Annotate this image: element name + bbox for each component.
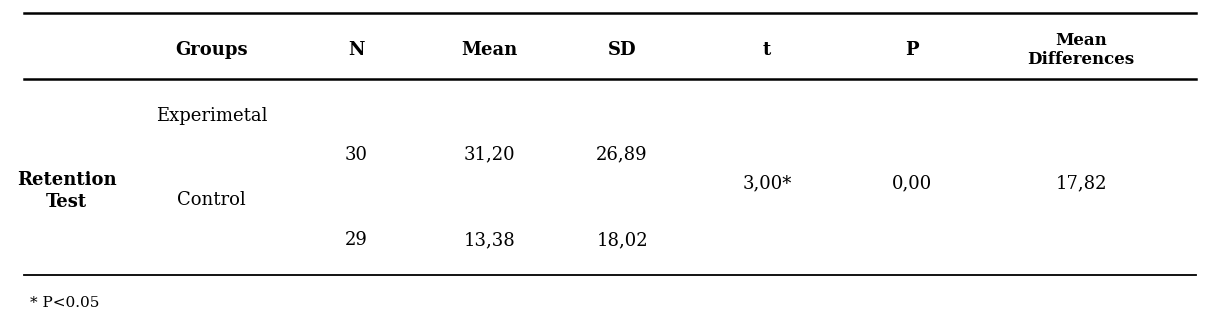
Text: 13,38: 13,38 xyxy=(464,231,515,249)
Text: Mean
Differences: Mean Differences xyxy=(1028,32,1134,68)
Text: * P<0.05: * P<0.05 xyxy=(30,296,99,310)
Text: 0,00: 0,00 xyxy=(892,175,933,193)
Text: 31,20: 31,20 xyxy=(464,146,515,164)
Text: 29: 29 xyxy=(345,231,367,249)
Text: 18,02: 18,02 xyxy=(597,231,647,249)
Text: 3,00*: 3,00* xyxy=(743,175,791,193)
Text: 17,82: 17,82 xyxy=(1056,175,1107,193)
Text: 30: 30 xyxy=(344,146,368,164)
Text: Control: Control xyxy=(178,191,245,209)
Text: N: N xyxy=(348,41,365,59)
Text: Retention
Test: Retention Test xyxy=(17,171,116,211)
Text: Experimetal: Experimetal xyxy=(156,107,267,125)
Text: Groups: Groups xyxy=(175,41,248,59)
Text: P: P xyxy=(905,41,919,59)
Text: SD: SD xyxy=(608,41,637,59)
Text: t: t xyxy=(763,41,771,59)
Text: Mean: Mean xyxy=(461,41,517,59)
Text: 26,89: 26,89 xyxy=(597,146,647,164)
